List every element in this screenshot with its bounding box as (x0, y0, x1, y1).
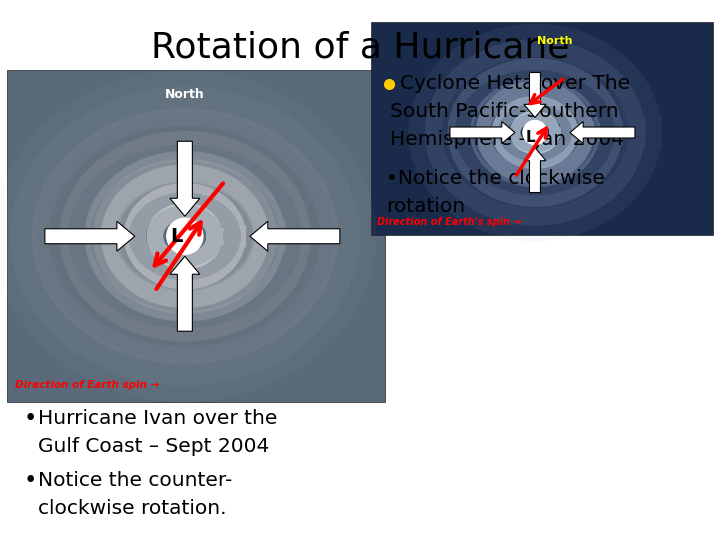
Text: South Pacific-Southern: South Pacific-Southern (390, 102, 618, 121)
Polygon shape (524, 72, 546, 118)
Text: Direction of Earth's spin →: Direction of Earth's spin → (377, 217, 521, 227)
Bar (7, 70, 385, 402)
Circle shape (167, 218, 203, 254)
Text: L: L (171, 227, 183, 246)
Polygon shape (45, 221, 135, 251)
Text: Hemisphere – Jan 2004: Hemisphere – Jan 2004 (390, 130, 624, 149)
Text: Hurricane Ivan over the: Hurricane Ivan over the (38, 409, 277, 428)
Polygon shape (524, 147, 546, 193)
Text: •Notice the clockwise: •Notice the clockwise (386, 169, 605, 188)
Polygon shape (170, 256, 200, 331)
Text: Direction of Earth spin →: Direction of Earth spin → (15, 380, 159, 390)
Circle shape (523, 120, 547, 145)
Text: clockwise rotation.: clockwise rotation. (38, 499, 227, 518)
Text: North: North (165, 88, 204, 101)
Bar (371, 22, 713, 235)
Text: rotation: rotation (386, 197, 465, 216)
Text: North: North (537, 36, 572, 45)
Text: Gulf Coast – Sept 2004: Gulf Coast – Sept 2004 (38, 437, 269, 456)
Polygon shape (250, 221, 340, 251)
Polygon shape (570, 122, 635, 144)
Text: L: L (525, 130, 535, 145)
Text: Cyclone Heta over The: Cyclone Heta over The (400, 74, 630, 93)
Text: Notice the counter-: Notice the counter- (38, 471, 233, 490)
Polygon shape (170, 141, 200, 216)
Text: •: • (24, 469, 37, 492)
Text: Rotation of a Hurricane: Rotation of a Hurricane (150, 30, 570, 64)
Text: •: • (24, 407, 37, 430)
Polygon shape (450, 122, 515, 144)
